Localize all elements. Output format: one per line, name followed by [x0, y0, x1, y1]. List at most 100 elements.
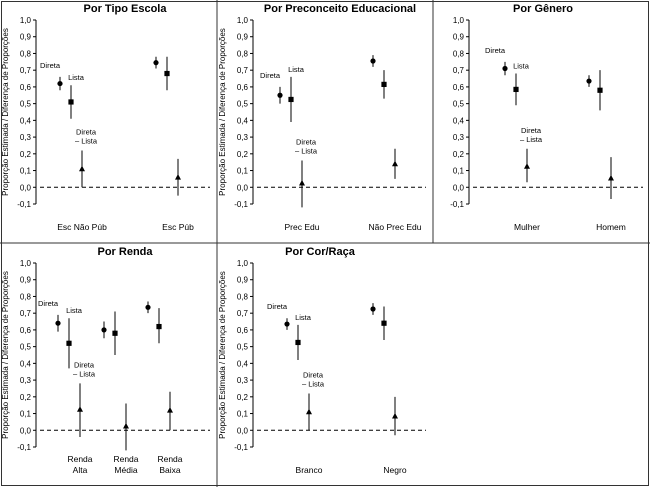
- category-label: Homem: [596, 222, 626, 232]
- annotation-diferenca: – Lista: [73, 369, 96, 378]
- data-point-direta: [502, 65, 508, 72]
- y-tick-label: 1,0: [237, 16, 249, 25]
- y-tick-label: 0,5: [237, 343, 249, 352]
- y-tick-label: 0,3: [237, 376, 249, 385]
- y-tick-label: 1,0: [237, 259, 249, 268]
- y-axis-label: Proporção Estimada / Diferença de Propor…: [1, 28, 10, 196]
- data-point-lista: [381, 81, 387, 87]
- annotation-direta: Direta: [38, 299, 59, 308]
- category-label: Renda: [67, 454, 92, 464]
- chart-panel-3: Por Gênero -0,1 0,0 0,1 0,2 0,3 0,4 0,5 0,6 0,7 0,…: [450, 3, 643, 232]
- y-tick-label: 0,3: [20, 133, 32, 142]
- annotation-diferenca: – Lista: [295, 147, 318, 156]
- data-point-diferenca: [167, 407, 173, 413]
- y-tick-label: 0,9: [453, 33, 465, 42]
- chart-title: Por Tipo Escola: [84, 3, 168, 15]
- y-tick-label: 1,0: [20, 259, 32, 268]
- y-tick-label: -0,1: [234, 200, 248, 209]
- annotation-diferenca: – Lista: [520, 135, 543, 144]
- data-point-diferenca: [299, 179, 305, 186]
- y-tick-label: 0,1: [20, 410, 32, 419]
- annotation-lista: Lista: [513, 62, 530, 71]
- annotation-direta: Direta: [260, 71, 281, 80]
- y-tick-label: 1,0: [20, 16, 32, 25]
- chart-title: Por Gênero: [513, 3, 573, 15]
- chart-title: Por Preconceito Educacional: [264, 3, 416, 15]
- y-tick-label: 0,5: [453, 100, 465, 109]
- y-tick-label: 0,0: [20, 183, 32, 192]
- y-tick-label: 0,1: [237, 410, 249, 419]
- y-tick-label: 0,6: [453, 83, 465, 92]
- annotation-diferenca: – Lista: [75, 136, 98, 145]
- category-label: Negro: [383, 465, 406, 475]
- category-label: Branco: [296, 465, 323, 475]
- category-label: Renda: [157, 454, 182, 464]
- data-point-lista: [295, 339, 301, 346]
- y-tick-label: 0,8: [237, 49, 249, 58]
- y-tick-label: 0,4: [237, 116, 249, 125]
- y-tick-label: 0,0: [237, 183, 249, 192]
- data-point-lista: [513, 86, 519, 93]
- data-point-diferenca: [392, 412, 398, 419]
- y-tick-label: 0,2: [237, 150, 249, 159]
- y-tick-label: 0,5: [20, 100, 32, 109]
- data-point-lista: [381, 320, 387, 326]
- data-point-direta: [153, 60, 159, 66]
- annotation-diferenca: Direta: [303, 370, 324, 379]
- y-tick-label: -0,1: [450, 200, 464, 209]
- category-label: Mulher: [514, 222, 540, 232]
- data-point-direta: [57, 80, 63, 87]
- y-tick-label: 0,9: [237, 33, 249, 42]
- y-tick-label: 0,7: [20, 309, 32, 318]
- annotation-diferenca: – Lista: [302, 379, 325, 388]
- chart-panel-4: Por Renda Proporção Estimada / Diferença …: [1, 246, 210, 475]
- annotation-direta: Direta: [485, 46, 506, 55]
- category-label: Renda: [113, 454, 138, 464]
- y-axis-label: Proporção Estimada / Diferença de Propor…: [218, 28, 227, 196]
- y-tick-label: 0,1: [20, 167, 32, 176]
- y-tick-label: 0,7: [237, 309, 249, 318]
- annotation-diferenca: Direta: [521, 126, 542, 135]
- data-point-diferenca: [77, 406, 83, 412]
- y-tick-label: 0,4: [237, 359, 249, 368]
- data-point-lista: [164, 70, 170, 77]
- category-label: Esc Não Púb: [57, 222, 107, 232]
- data-point-direta: [370, 306, 376, 312]
- y-tick-label: 0,2: [453, 150, 465, 159]
- data-point-diferenca: [175, 174, 181, 180]
- y-tick-label: 0,2: [237, 393, 249, 402]
- y-tick-label: -0,1: [17, 443, 31, 452]
- chart-panel-2: Por Preconceito Educacional Proporção Est…: [218, 3, 426, 232]
- data-point-lista: [112, 330, 118, 336]
- y-tick-label: 0,8: [453, 49, 465, 58]
- data-point-lista: [156, 323, 162, 330]
- y-tick-label: 0,5: [20, 343, 32, 352]
- annotation-diferenca: Direta: [76, 127, 97, 136]
- y-tick-label: 0,6: [237, 83, 249, 92]
- data-point-diferenca: [524, 163, 530, 169]
- data-point-diferenca: [392, 160, 398, 167]
- annotation-diferenca: Direta: [74, 360, 95, 369]
- category-label: Média: [114, 465, 137, 475]
- y-tick-label: 0,4: [453, 116, 465, 125]
- data-point-direta: [370, 58, 376, 64]
- y-tick-label: 0,7: [237, 66, 249, 75]
- chart-panel-5: Por Cor/Raça Proporção Estimada / Diferen…: [218, 246, 426, 475]
- y-axis-label: Proporção Estimada / Diferença de Propor…: [218, 271, 227, 439]
- y-tick-label: 0,4: [20, 359, 32, 368]
- data-point-lista: [66, 340, 72, 346]
- annotation-lista: Lista: [66, 306, 83, 315]
- y-tick-label: 0,0: [237, 426, 249, 435]
- annotation-lista: Lista: [68, 73, 85, 82]
- data-point-diferenca: [79, 165, 85, 172]
- data-point-lista: [597, 87, 603, 93]
- data-point-diferenca: [306, 408, 312, 415]
- annotation-lista: Lista: [288, 65, 305, 74]
- category-label: Prec Edu: [285, 222, 320, 232]
- y-tick-label: 0,4: [20, 116, 32, 125]
- data-point-direta: [101, 327, 107, 333]
- data-point-direta: [277, 92, 283, 98]
- category-label: Não Prec Edu: [369, 222, 422, 232]
- y-tick-label: 0,6: [20, 83, 32, 92]
- y-tick-label: 0,7: [453, 66, 465, 75]
